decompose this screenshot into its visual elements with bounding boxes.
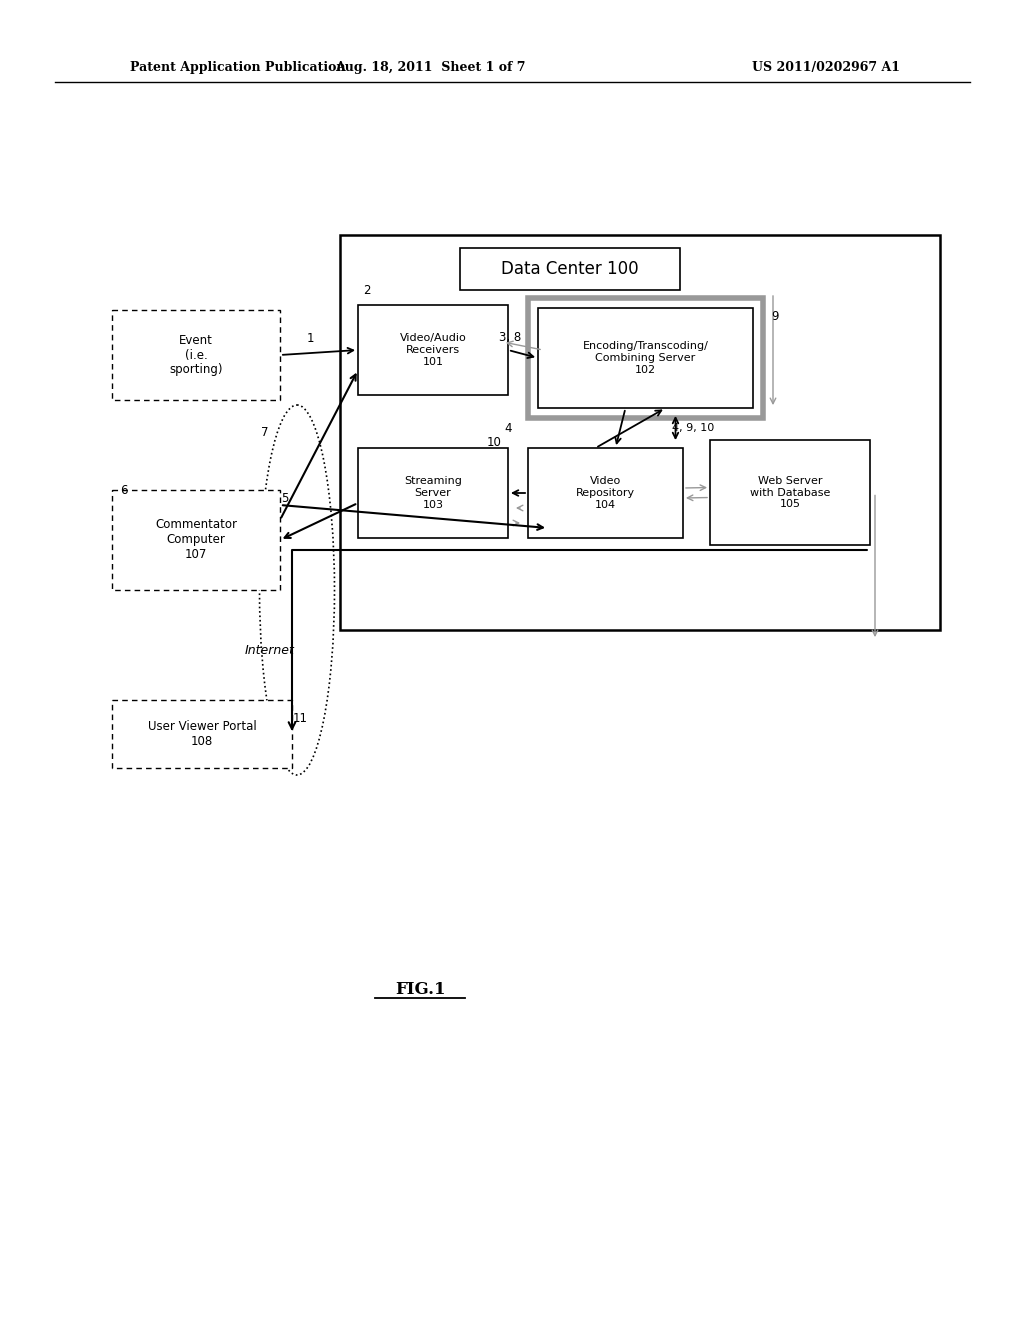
Bar: [358, 305, 508, 395]
Text: Internet: Internet: [245, 644, 295, 656]
Text: 6: 6: [120, 483, 128, 496]
Bar: [538, 308, 753, 408]
Text: Streaming
Server
103: Streaming Server 103: [404, 477, 462, 510]
Bar: [710, 440, 870, 545]
Text: User Viewer Portal
108: User Viewer Portal 108: [147, 719, 256, 748]
Bar: [112, 310, 280, 400]
Text: 1: 1: [306, 331, 313, 345]
Bar: [112, 490, 280, 590]
Text: 3, 8: 3, 8: [499, 331, 521, 345]
Text: 2: 2: [362, 284, 371, 297]
Text: 7: 7: [261, 425, 268, 438]
Text: Patent Application Publication: Patent Application Publication: [130, 62, 345, 74]
Text: Encoding/Transcoding/
Combining Server
102: Encoding/Transcoding/ Combining Server 1…: [583, 342, 709, 375]
Bar: [340, 235, 940, 630]
Text: 10: 10: [486, 436, 502, 449]
Text: Web Server
with Database
105: Web Server with Database 105: [750, 477, 830, 510]
Text: 4: 4: [504, 421, 512, 434]
Text: Commentator
Computer
107: Commentator Computer 107: [155, 519, 237, 561]
Bar: [460, 248, 680, 290]
Bar: [528, 447, 683, 539]
Text: US 2011/0202967 A1: US 2011/0202967 A1: [752, 62, 900, 74]
Text: Data Center 100: Data Center 100: [501, 260, 639, 279]
Text: 4, 9, 10: 4, 9, 10: [673, 422, 715, 433]
Text: Video/Audio
Receivers
101: Video/Audio Receivers 101: [399, 334, 466, 367]
Text: 5: 5: [282, 491, 289, 504]
Text: Video
Repository
104: Video Repository 104: [575, 477, 635, 510]
Text: 11: 11: [293, 711, 307, 725]
Text: Aug. 18, 2011  Sheet 1 of 7: Aug. 18, 2011 Sheet 1 of 7: [335, 62, 525, 74]
Bar: [528, 298, 763, 418]
Text: Event
(i.e.
sporting): Event (i.e. sporting): [169, 334, 223, 376]
Bar: [112, 700, 292, 768]
Text: 9: 9: [771, 309, 778, 322]
Bar: [358, 447, 508, 539]
Text: FIG.1: FIG.1: [394, 982, 445, 998]
